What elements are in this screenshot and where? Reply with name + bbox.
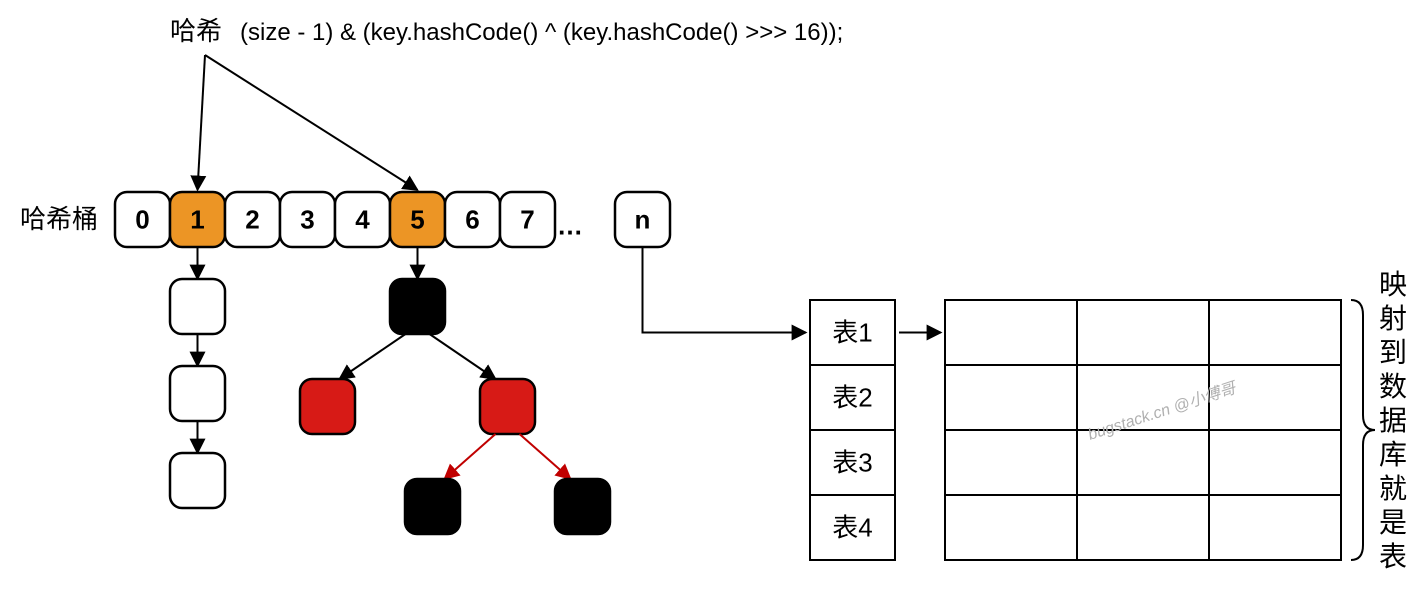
- right-text-char-3: 数: [1379, 371, 1407, 402]
- right-text-char-4: 据: [1379, 405, 1407, 436]
- right-text-char-5: 库: [1379, 439, 1407, 470]
- table-row-label-2: 表3: [832, 447, 872, 477]
- ll-node-0: [170, 279, 225, 334]
- tree-root: [390, 279, 445, 334]
- arrow-n-to-table: [643, 247, 807, 333]
- ll-node-2: [170, 453, 225, 508]
- tree-l1-right: [480, 379, 535, 434]
- linked-list: [170, 247, 225, 508]
- table-row-label-0: 表1: [832, 317, 872, 347]
- bucket-label-5: 5: [410, 204, 424, 234]
- tree-l2-left: [405, 479, 460, 534]
- rb-tree: [300, 247, 610, 534]
- title-prefix: 哈希: [170, 16, 222, 46]
- title-formula: (size - 1) & (key.hashCode() ^ (key.hash…: [240, 19, 843, 46]
- bucket-label-1: 1: [190, 204, 204, 234]
- bucket-label-3: 3: [300, 204, 314, 234]
- brace-icon: [1351, 300, 1375, 560]
- right-text-char-7: 是: [1379, 507, 1407, 538]
- right-text-char-8: 表: [1379, 541, 1407, 572]
- table-row-label-3: 表4: [832, 512, 872, 542]
- bucket-n-label: n: [635, 204, 651, 234]
- bucket-label-0: 0: [135, 204, 149, 234]
- right-text-char-2: 到: [1379, 337, 1407, 368]
- right-text-char-6: 就: [1379, 473, 1407, 504]
- tree-l2-right: [555, 479, 610, 534]
- right-text-char-0: 映: [1379, 269, 1407, 300]
- bucket-label-7: 7: [520, 204, 534, 234]
- bucket-label-6: 6: [465, 204, 479, 234]
- watermark: bugstack.cn @小傅哥: [1086, 378, 1240, 443]
- hash-buckets: 0 1 2 3 4 5 6 7 … n: [115, 192, 670, 247]
- data-grid: [945, 300, 1341, 560]
- table-list: 表1 表2 表3 表4: [810, 300, 895, 560]
- bucket-label: 哈希桶: [20, 204, 98, 234]
- table-row-label-1: 表2: [832, 382, 872, 412]
- diagram-canvas: 哈希 (size - 1) & (key.hashCode() ^ (key.h…: [0, 0, 1416, 614]
- right-text-char-1: 射: [1379, 303, 1407, 334]
- tree-l1-left: [300, 379, 355, 434]
- bucket-label-4: 4: [355, 204, 370, 234]
- bucket-label-2: 2: [245, 204, 259, 234]
- ll-node-1: [170, 366, 225, 421]
- right-text: 映射到数据库就是表: [1351, 269, 1407, 572]
- bucket-ellipsis: …: [557, 210, 583, 240]
